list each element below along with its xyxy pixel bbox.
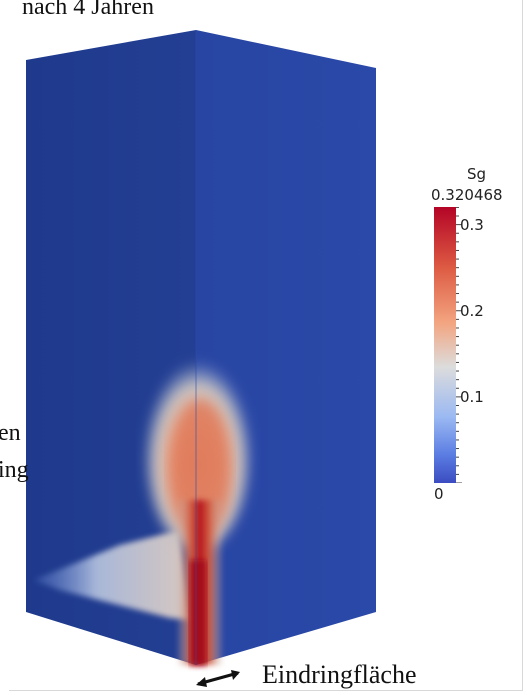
block-right-face — [196, 30, 376, 665]
gas-spread-layer — [34, 530, 190, 620]
colorbar-title: Sg — [467, 165, 487, 183]
colorbar-max-label: 0.320468 — [431, 186, 503, 204]
colorbar-ticks — [456, 207, 462, 483]
side-label-line1: en — [0, 420, 21, 446]
block-left-face — [26, 30, 196, 665]
image-frame — [9, 0, 523, 691]
colorbar-tick-label: 0.1 — [460, 387, 484, 406]
side-label-line2: ing — [0, 457, 29, 483]
gas-injection-core — [190, 560, 206, 665]
injection-area-label: Eindringfläche — [262, 660, 417, 689]
injection-arrow-icon — [196, 670, 240, 687]
colorbar-tick-label: 0.3 — [460, 215, 484, 234]
colorbar-tick-label: 0 — [434, 485, 444, 503]
image-title: nach 4 Jahren — [22, 0, 154, 20]
colorbar-tick-label: 0.2 — [460, 301, 484, 320]
colorbar — [434, 207, 456, 483]
